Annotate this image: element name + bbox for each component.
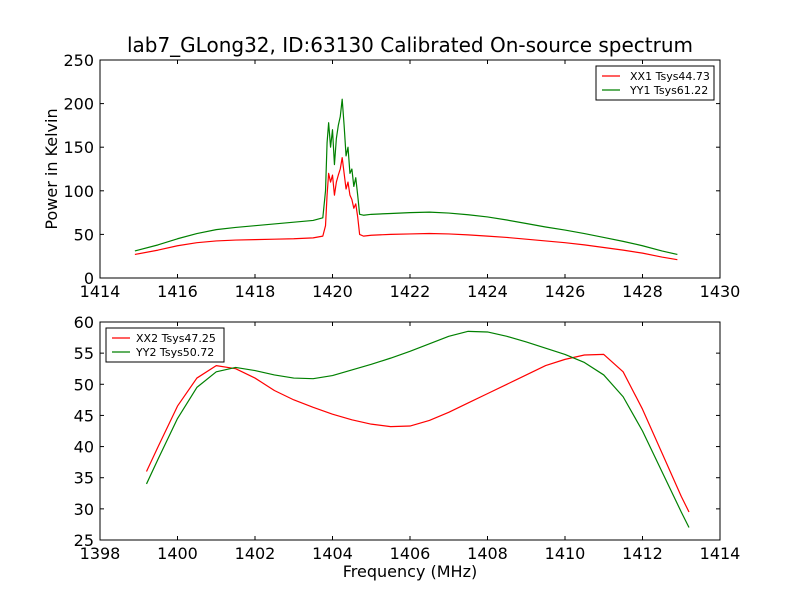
y-tick-label: 40 (74, 438, 94, 457)
x-tick-label: 1404 (312, 544, 353, 563)
y-tick-label: 150 (63, 138, 94, 157)
x-tick-label: 1414 (80, 282, 121, 301)
y-tick-label: 50 (74, 375, 94, 394)
x-tick-label: 1418 (235, 282, 276, 301)
y-tick-label: 25 (74, 531, 94, 550)
legend-entry: XX1 Tsys44.73 (630, 70, 710, 83)
y-axis-label: Power in Kelvin (42, 108, 61, 229)
x-tick-label: 1408 (467, 544, 508, 563)
y-tick-label: 200 (63, 95, 94, 114)
top-spectrum-plot: lab7_GLong32, ID:63130 Calibrated On-sou… (42, 33, 740, 301)
x-tick-label: 1400 (157, 544, 198, 563)
x-tick-label: 1420 (312, 282, 353, 301)
x-tick-label: 1412 (622, 544, 663, 563)
legend-entry: YY1 Tsys61.22 (629, 84, 708, 97)
series-line-yy (145, 330, 690, 528)
y-tick-label: 100 (63, 182, 94, 201)
chart-title: lab7_GLong32, ID:63130 Calibrated On-sou… (127, 33, 693, 57)
y-tick-label: 0 (84, 269, 94, 288)
y-tick-label: 35 (74, 469, 94, 488)
x-tick-label: 1426 (545, 282, 586, 301)
legend-box (595, 65, 715, 101)
x-tick-label: 1398 (80, 544, 121, 563)
x-tick-label: 1422 (390, 282, 431, 301)
x-axis-label: Frequency (MHz) (343, 562, 477, 581)
legend-entry: XX2 Tsys47.25 (136, 332, 216, 345)
x-tick-label: 1406 (390, 544, 431, 563)
x-tick-label: 1430 (700, 282, 741, 301)
y-tick-label: 60 (74, 313, 94, 332)
y-tick-label: 30 (74, 500, 94, 519)
x-tick-label: 1402 (235, 544, 276, 563)
x-tick-label: 1424 (467, 282, 508, 301)
x-tick-label: 1410 (545, 544, 586, 563)
y-tick-label: 50 (74, 225, 94, 244)
y-tick-label: 45 (74, 406, 94, 425)
y-tick-label: 55 (74, 344, 94, 363)
x-tick-label: 1428 (622, 282, 663, 301)
series-line-xx (134, 157, 678, 261)
legend-entry: YY2 Tsys50.72 (135, 346, 214, 359)
y-tick-label: 250 (63, 51, 94, 70)
x-tick-label: 1416 (157, 282, 198, 301)
x-tick-label: 1414 (700, 544, 741, 563)
bottom-spectrum-plot: 1398 1400 1402 1404 1406 1408 1410 1412 1414 25 30… (74, 313, 741, 581)
series-line-yy (134, 98, 678, 256)
legend-box (105, 327, 225, 363)
